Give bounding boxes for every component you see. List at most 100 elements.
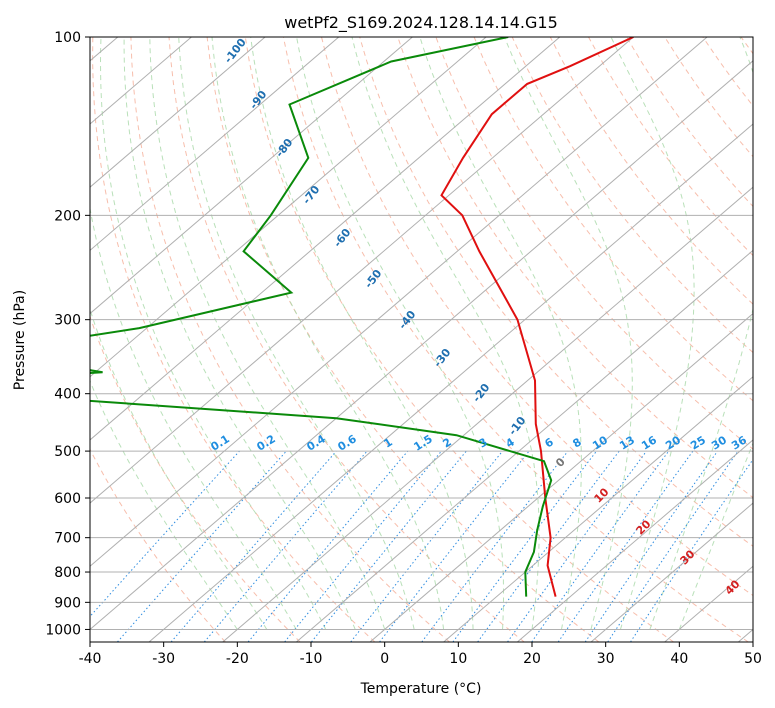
mixing-ratio-label: 6 — [542, 435, 556, 450]
moist-adiabat-label: 20 — [634, 517, 654, 537]
mixing-ratio-label: 1.5 — [411, 432, 434, 453]
mixing-ratio-line — [557, 450, 694, 642]
x-tick-label: -40 — [79, 651, 102, 667]
isotherm-line — [664, 565, 753, 642]
mixing-ratio-line — [630, 458, 753, 642]
y-axis-ticks: 100 200 300 400 500 600 700 800 900 1000 — [45, 30, 90, 638]
moist-adiabat — [649, 37, 753, 630]
dry-adiabat-label: -100 — [222, 36, 249, 66]
dry-adiabat-label: -40 — [396, 308, 419, 332]
grid — [90, 37, 753, 642]
dewpoint-profile — [90, 37, 553, 597]
dry-adiabat — [90, 315, 301, 642]
mixing-ratio-label: 13 — [617, 433, 637, 452]
mixing-ratio-label: 10 — [590, 433, 610, 452]
mixing-ratio-label: 0.6 — [335, 432, 359, 454]
y-tick-label: 300 — [54, 313, 81, 329]
mixing-ratio-label: 2 — [440, 435, 453, 450]
dry-adiabat — [206, 37, 600, 642]
x-axis-ticks: -40 -30 -20 -10 0 10 20 30 40 50 — [79, 642, 762, 667]
mixing-ratio-line — [584, 450, 719, 642]
isotherm-line — [148, 123, 753, 642]
x-tick-label: 50 — [744, 651, 762, 667]
profiles — [90, 37, 634, 597]
isotherm-line — [590, 502, 753, 642]
mixing-ratio-line — [90, 450, 240, 618]
dry-adiabat — [130, 37, 450, 642]
mixing-ratio-label: 25 — [688, 433, 708, 452]
moist-adiabat — [503, 37, 633, 630]
moist-adiabat — [149, 37, 386, 630]
mixing-ratio-line — [350, 450, 503, 642]
y-tick-label: 1000 — [45, 622, 81, 638]
isotherm-line — [90, 37, 413, 315]
plot-frame — [89, 36, 754, 643]
isotherm-line — [90, 37, 634, 504]
x-tick-label: -10 — [300, 651, 323, 667]
moist-adiabat — [419, 37, 582, 630]
mixing-ratio-label: 8 — [570, 435, 583, 450]
x-tick-label: 40 — [670, 651, 688, 667]
y-tick-label: 600 — [54, 491, 81, 507]
mixing-ratio-label: 0.1 — [208, 432, 231, 453]
mixing-ratio-label: 16 — [639, 433, 659, 452]
isotherm-line — [90, 37, 561, 441]
dry-adiabat-label: -20 — [470, 381, 493, 405]
mixing-ratio-line — [452, 450, 597, 642]
moist-adiabat — [211, 37, 445, 630]
dry-adiabat — [397, 37, 753, 499]
mixing-ratio-label: 20 — [663, 433, 683, 452]
y-tick-label: 200 — [54, 208, 81, 224]
isotherm-line — [296, 249, 753, 642]
moist-adiabat — [90, 205, 297, 630]
chart-title: wetPf2_S169.2024.128.14.14.G15 — [284, 13, 558, 33]
moist-adiabat — [99, 37, 327, 630]
isotherm-line — [517, 439, 753, 642]
dry-adiabat — [740, 37, 753, 55]
x-tick-label: -20 — [226, 651, 249, 667]
moist-adiabat — [90, 307, 268, 630]
dry-adiabat-label: -70 — [300, 183, 323, 207]
dry-adiabat — [244, 37, 674, 642]
mixing-ratio-label: 3 — [476, 435, 489, 450]
mixing-ratio-line — [170, 450, 337, 642]
dry-adiabat — [282, 37, 749, 642]
isotherm-line — [222, 186, 753, 642]
dry-adiabat — [588, 37, 753, 257]
mixing-ratio-label: 0.2 — [254, 432, 277, 453]
isotherm-line — [90, 37, 708, 567]
mixing-ratio-line — [311, 450, 467, 642]
mixing-ratio-line — [531, 450, 670, 642]
dry-adiabat — [664, 37, 753, 158]
dry-adiabat-label: -90 — [247, 88, 270, 112]
mixing-ratio-line — [507, 450, 647, 642]
x-tick-label: 10 — [449, 651, 467, 667]
mixing-ratio-label: 1 — [381, 435, 394, 450]
x-tick-label: 30 — [597, 651, 615, 667]
x-axis-label: Temperature (°C) — [360, 681, 482, 697]
mixing-ratio-line — [203, 450, 368, 642]
y-tick-label: 400 — [54, 387, 81, 403]
mixing-ratio-line — [607, 450, 739, 642]
isotherm-line — [369, 312, 753, 642]
dry-adiabat — [90, 448, 226, 642]
moist-adiabat — [351, 37, 540, 630]
isotherm-line — [90, 37, 340, 252]
isotherm-line — [90, 37, 487, 378]
y-tick-label: 100 — [54, 30, 81, 46]
moist-adiabat — [123, 37, 356, 630]
mixing-ratio-line — [247, 450, 409, 642]
mixing-ratio-line — [477, 450, 620, 642]
dry-adiabat-label: -80 — [273, 136, 296, 160]
mixing-ratio-line — [379, 450, 530, 642]
y-tick-label: 700 — [54, 531, 81, 547]
dry-adiabat — [511, 37, 753, 354]
moist-adiabat — [678, 441, 753, 630]
dry-adiabat — [549, 37, 753, 305]
x-tick-label: 0 — [380, 651, 389, 667]
isotherm-line — [90, 37, 192, 125]
moist-adiabat — [90, 379, 238, 630]
background-lines — [90, 37, 753, 642]
dry-adiabat-label: -50 — [362, 267, 385, 291]
